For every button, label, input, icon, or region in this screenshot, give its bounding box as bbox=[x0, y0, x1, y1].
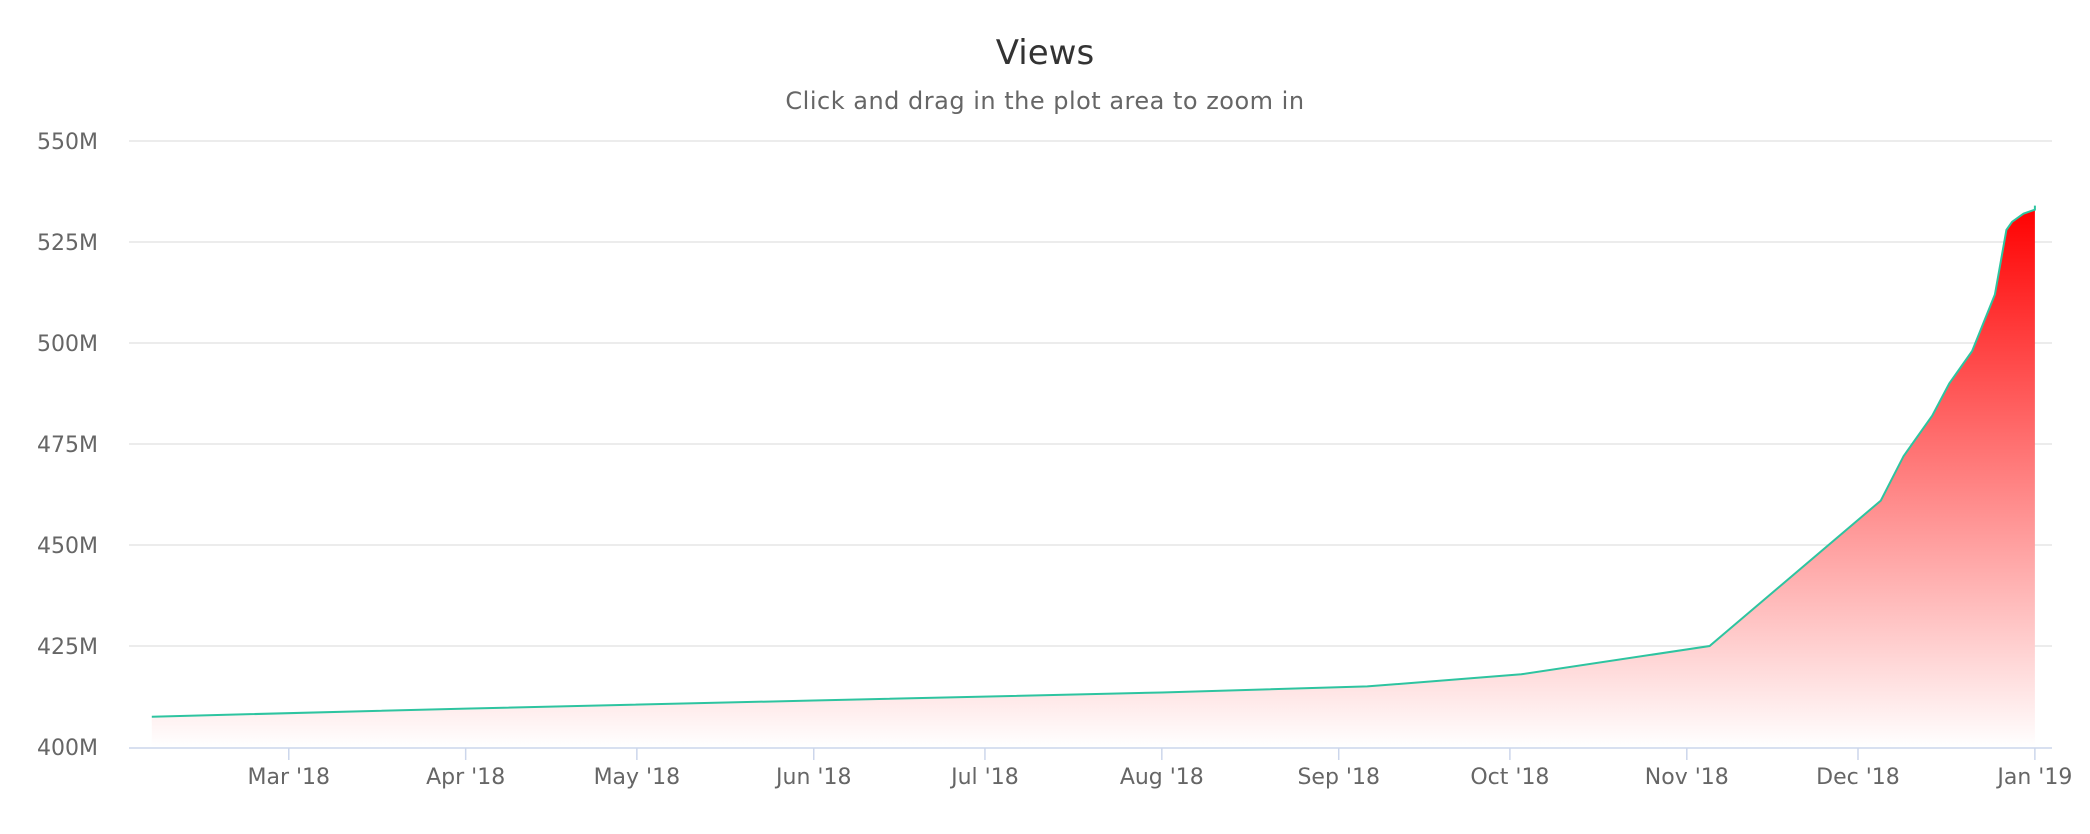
x-tick-label: Jan '19 bbox=[1995, 765, 2072, 790]
x-tick-label: Nov '18 bbox=[1645, 765, 1729, 790]
y-gridlines bbox=[129, 140, 2052, 647]
x-tick-label: Sep '18 bbox=[1297, 765, 1380, 790]
y-tick-label: 400M bbox=[37, 736, 98, 761]
series-line[interactable] bbox=[151, 205, 2036, 718]
y-tick-label: 550M bbox=[37, 130, 98, 155]
y-tick-label: 475M bbox=[37, 433, 98, 458]
chart-title: Views bbox=[996, 33, 1094, 73]
y-tick-label: 450M bbox=[37, 534, 98, 559]
x-axis-ticks: Mar '18 Apr '18 May '18 Jun '18 Jul '18 Aug '… bbox=[248, 748, 2072, 790]
y-tick-label: 525M bbox=[37, 231, 98, 256]
y-tick-label: 500M bbox=[37, 332, 98, 357]
x-tick-label: May '18 bbox=[594, 765, 681, 790]
x-tick-label: Dec '18 bbox=[1816, 765, 1900, 790]
x-tick-label: Mar '18 bbox=[248, 765, 331, 790]
x-tick-label: Apr '18 bbox=[426, 765, 505, 790]
x-tick-label: Oct '18 bbox=[1470, 765, 1549, 790]
x-tick-label: Aug '18 bbox=[1120, 765, 1204, 790]
y-axis-labels: 400M 425M 450M 475M 500M 525M 550M bbox=[37, 130, 98, 761]
chart-subtitle: Click and drag in the plot area to zoom … bbox=[785, 87, 1304, 115]
y-tick-label: 425M bbox=[37, 635, 98, 660]
x-tick-label: Jul '18 bbox=[949, 765, 1019, 790]
x-tick-label: Jun '18 bbox=[774, 765, 851, 790]
series-area-fill bbox=[151, 205, 2035, 748]
